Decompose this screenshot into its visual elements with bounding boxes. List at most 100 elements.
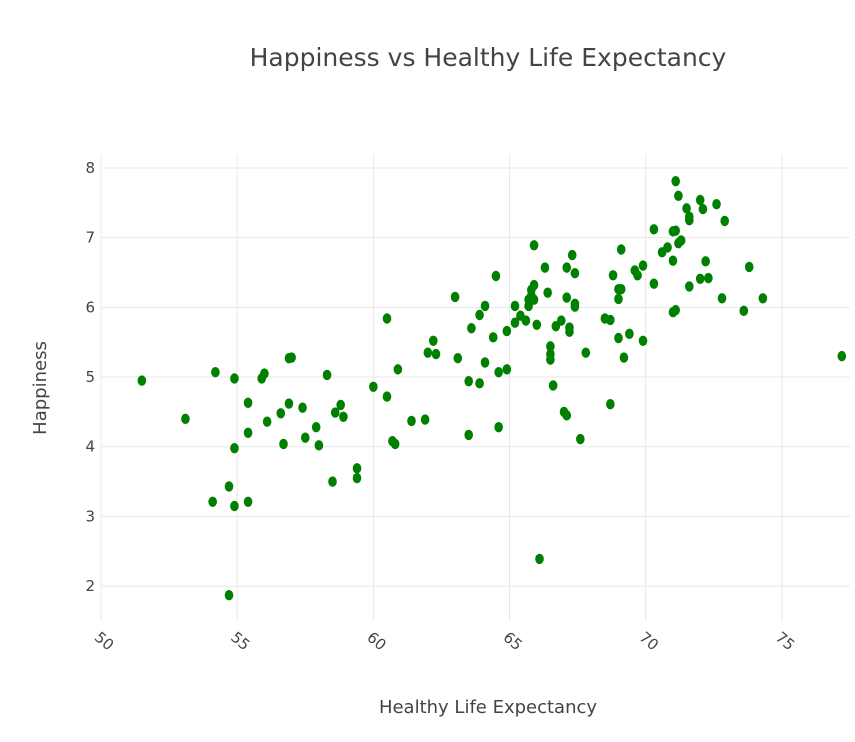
data-point[interactable] [224,481,234,492]
data-point[interactable] [720,215,730,227]
data-point[interactable] [671,304,680,316]
data-point[interactable] [300,432,310,443]
data-point[interactable] [548,380,558,391]
data-point[interactable] [262,416,272,427]
data-point[interactable] [521,315,531,326]
data-point[interactable] [137,375,147,386]
data-point[interactable] [676,235,686,246]
data-point[interactable] [393,364,403,375]
data-point[interactable] [328,476,337,487]
data-point[interactable] [685,281,694,292]
data-point[interactable] [494,422,503,433]
data-point[interactable] [311,422,321,433]
data-point[interactable] [450,291,460,303]
data-point[interactable] [685,215,694,226]
data-point[interactable] [682,203,691,214]
data-point[interactable] [475,378,484,389]
data-point[interactable] [467,323,476,334]
data-point[interactable] [390,438,400,450]
data-point[interactable] [464,429,473,441]
data-point[interactable] [352,472,362,484]
data-point[interactable] [352,463,362,474]
data-point[interactable] [230,442,239,454]
data-point[interactable] [535,553,544,565]
data-point[interactable] [382,391,392,402]
data-point[interactable] [570,267,580,279]
data-point[interactable] [562,292,572,303]
data-point[interactable] [616,284,626,295]
data-point[interactable] [562,410,572,421]
data-point[interactable] [614,293,623,305]
data-point[interactable] [423,347,433,358]
data-point[interactable] [224,590,234,601]
data-point[interactable] [284,398,294,409]
data-point[interactable] [606,314,615,326]
data-point[interactable] [510,300,520,312]
data-point[interactable] [339,411,348,422]
data-point[interactable] [464,376,473,387]
data-point[interactable] [837,350,847,362]
data-point[interactable] [407,415,416,427]
data-point[interactable] [298,402,307,413]
data-point[interactable] [674,190,683,202]
data-point[interactable] [181,413,190,425]
data-point[interactable] [529,240,539,251]
data-point[interactable] [712,198,721,210]
data-point[interactable] [638,335,648,346]
data-point[interactable] [330,407,340,418]
data-point[interactable] [382,313,392,324]
data-point[interactable] [619,352,629,363]
data-point[interactable] [543,287,552,298]
data-point[interactable] [671,175,680,187]
data-point[interactable] [567,249,577,261]
data-point[interactable] [565,326,574,337]
data-point[interactable] [606,399,615,410]
data-point[interactable] [314,440,324,451]
data-point[interactable] [276,408,286,419]
data-point[interactable] [638,260,648,271]
data-point[interactable] [524,300,533,312]
data-point[interactable] [491,270,501,282]
data-point[interactable] [208,496,217,508]
data-point[interactable] [671,225,680,236]
data-point[interactable] [649,278,659,289]
data-point[interactable] [758,293,768,304]
data-point[interactable] [502,364,512,375]
data-point[interactable] [529,294,539,305]
data-point[interactable] [625,328,634,340]
data-point[interactable] [739,305,749,317]
data-point[interactable] [668,255,678,266]
data-point[interactable] [532,319,542,330]
data-point[interactable] [336,399,345,411]
data-point[interactable] [546,348,555,360]
data-point[interactable] [369,381,378,393]
data-point[interactable] [717,293,727,304]
data-point[interactable] [428,335,438,346]
data-point[interactable] [633,270,642,281]
data-point[interactable] [608,270,618,281]
data-point[interactable] [556,315,566,326]
data-point[interactable] [260,368,269,379]
data-point[interactable] [698,203,708,215]
data-point[interactable] [704,272,713,284]
data-point[interactable] [230,500,239,512]
data-point[interactable] [420,414,430,425]
data-point[interactable] [322,369,332,381]
data-point[interactable] [287,352,296,363]
data-point[interactable] [279,438,288,450]
data-point[interactable] [570,298,580,310]
data-point[interactable] [475,309,484,321]
data-point[interactable] [453,353,463,364]
data-point[interactable] [663,242,672,253]
data-point[interactable] [616,244,626,255]
data-point[interactable] [744,261,754,273]
data-point[interactable] [510,317,520,328]
data-point[interactable] [701,256,710,267]
data-point[interactable] [211,366,220,378]
data-point[interactable] [529,279,539,291]
data-point[interactable] [562,262,572,273]
data-point[interactable] [576,433,585,445]
data-point[interactable] [695,273,705,284]
data-point[interactable] [431,348,441,360]
data-point[interactable] [480,357,490,368]
